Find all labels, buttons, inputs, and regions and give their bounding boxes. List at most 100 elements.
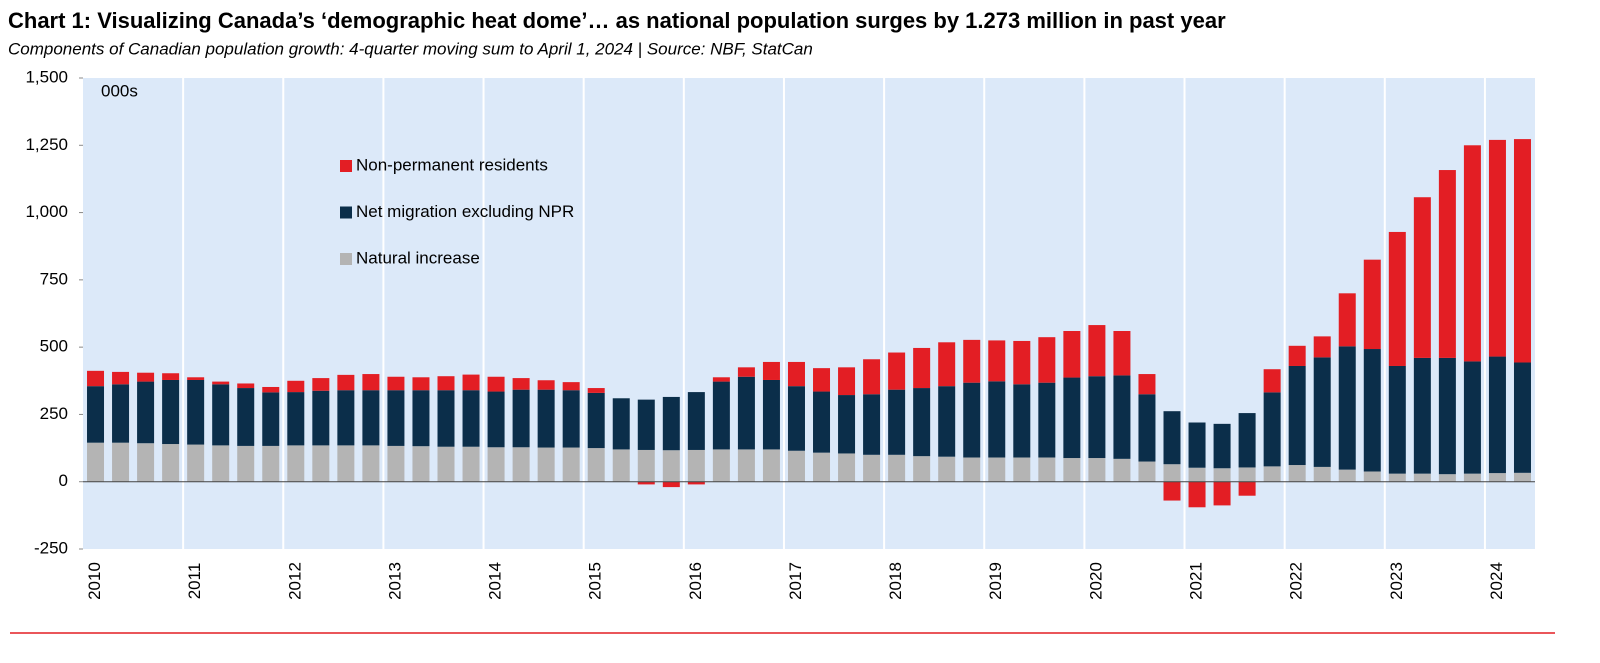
bar-segment — [1013, 340, 1031, 385]
bar-segment — [487, 391, 505, 448]
bar-segment — [863, 359, 881, 395]
bar-segment — [838, 395, 856, 454]
bar-segment — [1013, 457, 1031, 482]
bar-segment — [112, 442, 130, 482]
legend-label: Natural increase — [356, 248, 480, 267]
bar-segment — [237, 388, 255, 446]
bar-segment — [1388, 365, 1406, 474]
y-tick-label: 500 — [40, 337, 68, 356]
bar-segment — [512, 389, 530, 448]
bar-segment — [1438, 474, 1456, 482]
bar-segment — [938, 386, 956, 457]
bar-segment — [1088, 458, 1106, 482]
bar-segment — [1063, 330, 1081, 378]
bar-segment — [312, 378, 330, 391]
bar-segment — [1163, 481, 1181, 501]
bar-segment — [1513, 362, 1531, 473]
bar-segment — [387, 445, 405, 482]
bar-segment — [312, 445, 330, 482]
bar-segment — [1163, 411, 1181, 465]
bar-segment — [162, 379, 180, 445]
x-tick-label: 2013 — [385, 562, 404, 600]
bar-segment — [1113, 330, 1131, 376]
bar-segment — [1088, 325, 1106, 377]
bar-segment — [1263, 466, 1281, 482]
bar-segment — [1238, 467, 1256, 482]
bar-segment — [1263, 392, 1281, 467]
bar-segment — [1363, 471, 1381, 482]
bar-segment — [662, 396, 680, 451]
bar-segment — [487, 376, 505, 392]
bar-segment — [1288, 345, 1306, 366]
bar-segment — [787, 450, 805, 482]
bar-segment — [963, 457, 981, 482]
bar-segment — [737, 376, 755, 450]
x-tick-label: 2024 — [1487, 562, 1506, 600]
bar-segment — [362, 374, 380, 391]
bar-segment — [687, 392, 705, 450]
bar-segment — [1338, 346, 1356, 470]
bar-segment — [437, 390, 455, 447]
chart-title: Chart 1: Visualizing Canada’s ‘demograph… — [8, 8, 1226, 33]
bar-segment — [762, 379, 780, 450]
bar-segment — [462, 390, 480, 447]
bar-segment — [1363, 259, 1381, 350]
bar-segment — [1413, 357, 1431, 474]
bar-segment — [87, 386, 105, 443]
bar-segment — [1363, 349, 1381, 472]
legend-swatch — [340, 206, 352, 219]
bar-segment — [963, 339, 981, 383]
bar-segment — [1188, 467, 1206, 482]
bar-segment — [112, 371, 130, 385]
bar-segment — [888, 454, 906, 482]
bar-segment — [87, 442, 105, 482]
bar-segment — [462, 446, 480, 482]
bar-segment — [662, 450, 680, 482]
bar-segment — [1213, 481, 1231, 506]
bar-segment — [537, 447, 555, 482]
bar-segment — [212, 384, 230, 446]
bar-segment — [562, 447, 580, 482]
bar-segment — [637, 449, 655, 482]
bar-segment — [1338, 469, 1356, 482]
bar-segment — [637, 481, 655, 485]
bar-segment — [87, 370, 105, 387]
bar-segment — [437, 446, 455, 482]
y-tick-label: 750 — [40, 269, 68, 288]
bar-segment — [913, 388, 931, 457]
bar-segment — [1413, 473, 1431, 482]
bar-segment — [938, 342, 956, 387]
bar-segment — [362, 445, 380, 482]
bar-segment — [1213, 423, 1231, 469]
legend-swatch — [340, 253, 352, 265]
bar-segment — [587, 392, 605, 449]
bar-segment — [1013, 384, 1031, 458]
bar-segment — [287, 380, 305, 393]
bar-segment — [537, 389, 555, 448]
bar-segment — [1438, 170, 1456, 358]
bar-segment — [662, 481, 680, 488]
bar-segment — [813, 368, 831, 392]
bar-segment — [988, 457, 1006, 482]
bar-segment — [362, 390, 380, 446]
bar-segment — [938, 456, 956, 482]
bar-segment — [913, 347, 931, 389]
bar-segment — [687, 481, 705, 485]
bar-segment — [112, 384, 130, 443]
bar-segment — [1213, 468, 1231, 482]
bar-segment — [587, 388, 605, 393]
bar-segment — [1063, 458, 1081, 482]
bar-segment — [1463, 473, 1481, 482]
bar-segment — [387, 390, 405, 446]
bar-segment — [312, 390, 330, 446]
bar-segment — [1113, 375, 1131, 459]
bar-segment — [262, 445, 280, 482]
y-tick-label: 250 — [40, 404, 68, 423]
y-tick-label: 1,000 — [25, 202, 68, 221]
legend-swatch — [340, 160, 352, 172]
bar-segment — [1313, 336, 1331, 358]
chart-subtitle: Components of Canadian population growth… — [8, 39, 813, 58]
x-tick-label: 2021 — [1187, 562, 1206, 600]
